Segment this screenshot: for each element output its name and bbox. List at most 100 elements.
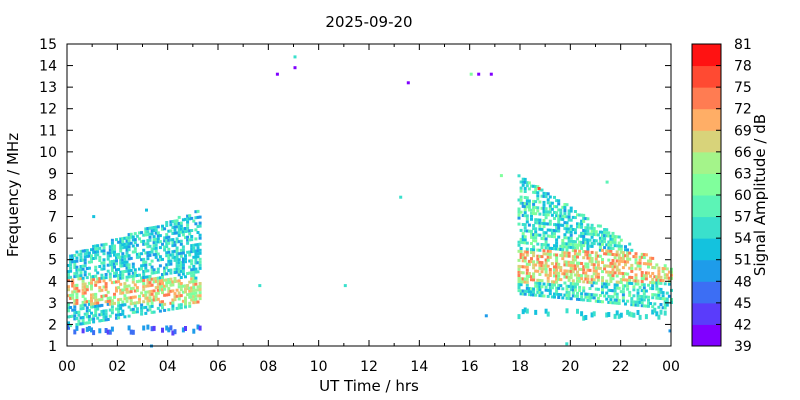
data-cell (596, 266, 600, 270)
data-cell (569, 297, 573, 301)
data-cell (125, 296, 129, 300)
data-cell (571, 264, 575, 268)
data-cell (152, 268, 156, 272)
data-cell (592, 266, 596, 270)
data-cell (115, 262, 118, 266)
data-cell (186, 293, 190, 297)
data-cell (540, 221, 544, 225)
data-cell (77, 319, 81, 323)
data-cell (594, 269, 598, 273)
data-cell (94, 244, 98, 248)
data-cell (573, 267, 577, 271)
data-cell (67, 285, 70, 289)
data-cell (553, 280, 556, 284)
data-cell (613, 238, 617, 242)
data-cell (158, 303, 162, 307)
data-cell (192, 283, 196, 286)
data-cell (152, 271, 156, 275)
data-cell (640, 304, 644, 308)
data-cell (521, 309, 525, 315)
data-cell (79, 307, 83, 311)
data-cell (173, 228, 177, 232)
data-cell (115, 280, 118, 284)
data-cell (198, 291, 202, 295)
data-cell (594, 299, 598, 303)
data-cell (190, 268, 194, 272)
data-cell (584, 295, 588, 299)
data-cell (144, 266, 148, 270)
data-cell (626, 284, 630, 288)
data-cell (544, 222, 548, 226)
data-cell (540, 237, 544, 240)
data-cell (117, 304, 121, 308)
data-cell (69, 306, 73, 309)
data-cell (173, 240, 177, 244)
data-cell (576, 276, 579, 280)
data-cell (613, 289, 617, 293)
data-cell (131, 244, 135, 248)
data-cell (538, 218, 542, 222)
data-cell (67, 321, 70, 325)
data-cell (150, 268, 154, 272)
colorbar-segment (692, 302, 721, 325)
data-cell (580, 295, 584, 299)
data-cell (175, 222, 179, 226)
data-cell (580, 292, 584, 296)
data-cell (161, 303, 164, 307)
data-cell (578, 243, 582, 247)
data-cell (649, 286, 653, 290)
data-cell (135, 286, 139, 290)
data-cell (628, 290, 632, 294)
data-cell (632, 285, 636, 289)
data-cell (98, 298, 102, 302)
data-cell (108, 314, 112, 318)
data-cell (161, 306, 164, 310)
data-cell (601, 279, 604, 283)
data-cell (106, 296, 110, 300)
data-cell (108, 272, 112, 276)
data-cell (83, 258, 87, 262)
data-cell (594, 254, 598, 258)
data-cell (628, 293, 632, 297)
data-cell (67, 273, 70, 277)
data-cell (544, 195, 548, 199)
data-cell (517, 286, 521, 289)
data-cell (617, 262, 621, 266)
data-cell (540, 188, 544, 192)
data-cell (594, 251, 598, 255)
data-cell (83, 297, 87, 301)
data-cell (586, 268, 590, 272)
data-cell (642, 286, 646, 290)
data-cell (559, 266, 563, 269)
data-cell (94, 280, 98, 284)
data-cell (108, 275, 112, 279)
data-cell (179, 263, 183, 267)
data-cell (188, 301, 192, 305)
data-cell (140, 276, 144, 280)
y-tick-label: 12 (39, 102, 57, 118)
data-cell (121, 270, 125, 274)
data-cell (115, 316, 118, 320)
data-cell (626, 287, 630, 291)
data-cell (605, 291, 609, 295)
data-cell (133, 250, 137, 254)
data-cell (167, 262, 171, 266)
data-cell (557, 235, 561, 239)
colorbar-segment (692, 44, 721, 67)
data-cell (638, 264, 642, 268)
data-cell (663, 310, 667, 316)
data-cell (119, 255, 123, 259)
data-cell (590, 241, 594, 245)
data-cell (165, 284, 169, 288)
data-cell (561, 287, 565, 291)
data-cell (161, 282, 164, 285)
data-cell (569, 239, 573, 243)
data-cell (546, 198, 550, 202)
data-cell (578, 240, 582, 244)
data-cell (173, 231, 177, 235)
data-cell (538, 273, 542, 276)
data-cell (175, 225, 179, 229)
data-cell (140, 264, 144, 268)
data-cell (605, 279, 609, 283)
data-cell (596, 263, 600, 267)
